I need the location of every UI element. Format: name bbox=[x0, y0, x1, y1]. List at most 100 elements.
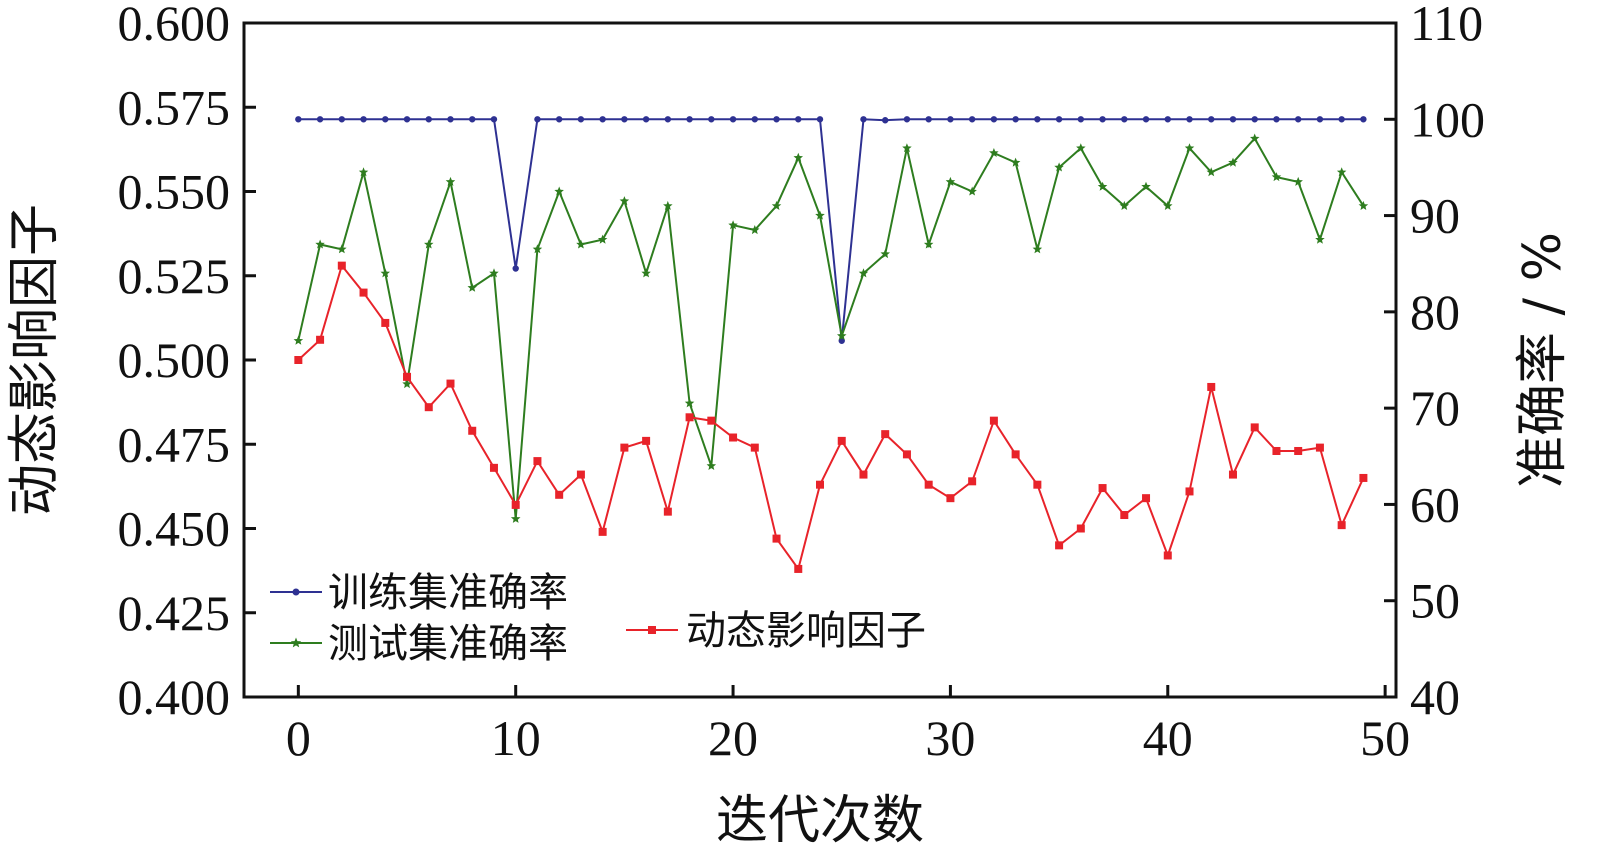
data-point bbox=[555, 116, 563, 123]
data-point bbox=[1184, 143, 1195, 153]
data-point bbox=[468, 426, 477, 435]
legend-label-dynamic-factor: 动态影响因子 bbox=[686, 608, 926, 654]
data-point bbox=[902, 143, 912, 153]
data-point bbox=[1293, 176, 1303, 186]
data-point bbox=[1315, 234, 1325, 244]
left-y-axis-title: 动态影响因子 bbox=[5, 204, 65, 516]
data-point bbox=[706, 460, 717, 470]
right-y-tick-label: 60 bbox=[1410, 476, 1460, 532]
left-y-tick-label: 0.575 bbox=[118, 79, 231, 135]
data-point bbox=[793, 152, 803, 162]
data-point bbox=[597, 234, 608, 244]
data-point bbox=[751, 116, 758, 123]
data-point bbox=[1076, 143, 1086, 153]
data-point bbox=[729, 433, 738, 442]
data-point bbox=[554, 186, 564, 196]
data-point bbox=[381, 318, 390, 327]
series-dynamic-factor bbox=[294, 261, 1368, 573]
data-point bbox=[337, 261, 346, 270]
data-point bbox=[1208, 116, 1215, 123]
right-y-axis-title: 准确率 / % bbox=[1513, 232, 1573, 488]
data-point bbox=[295, 116, 302, 123]
data-point bbox=[945, 176, 956, 186]
data-point bbox=[1271, 172, 1282, 182]
data-point bbox=[1206, 167, 1216, 177]
data-point bbox=[686, 116, 693, 123]
data-point bbox=[1011, 450, 1020, 459]
data-point bbox=[489, 268, 499, 278]
data-point bbox=[620, 443, 629, 452]
data-point bbox=[1250, 133, 1260, 143]
left-y-tick-label: 0.600 bbox=[118, 0, 231, 51]
data-point bbox=[1163, 551, 1172, 560]
left-y-tick-label: 0.550 bbox=[118, 164, 231, 220]
data-point bbox=[533, 457, 542, 466]
series-line-dynamic-factor bbox=[297, 263, 1365, 572]
x-tick-label: 30 bbox=[925, 710, 975, 766]
series-line-train-accuracy bbox=[298, 118, 1364, 341]
data-point bbox=[860, 116, 867, 123]
data-point bbox=[293, 335, 304, 345]
legend-marker-train-accuracy bbox=[292, 588, 300, 596]
data-point bbox=[729, 116, 737, 123]
data-point bbox=[641, 268, 651, 278]
legend-label-test-accuracy: 测试集准确率 bbox=[328, 621, 568, 667]
data-point bbox=[1097, 181, 1108, 191]
right-y-tick-label: 40 bbox=[1410, 669, 1460, 725]
data-point bbox=[380, 268, 390, 278]
legend-item-train-accuracy: 训练集准确率 bbox=[270, 570, 568, 616]
data-point bbox=[947, 116, 954, 123]
data-point bbox=[990, 116, 998, 123]
data-point bbox=[1033, 480, 1042, 489]
legend-marker-dynamic-factor bbox=[648, 626, 656, 634]
tick-layer: 0 10 20 30 40 500.4000.4250.4500.4750.5000.52… bbox=[118, 0, 1486, 766]
data-point bbox=[1336, 167, 1347, 177]
data-point bbox=[923, 239, 934, 249]
data-point bbox=[1359, 473, 1368, 482]
data-point bbox=[315, 239, 325, 249]
data-point bbox=[534, 116, 541, 123]
data-point bbox=[446, 379, 455, 388]
data-point bbox=[664, 116, 672, 123]
x-tick-label: 0 bbox=[286, 710, 311, 766]
x-axis-title: 迭代次数 bbox=[716, 791, 924, 851]
data-point bbox=[771, 200, 782, 210]
data-point bbox=[1294, 446, 1303, 455]
data-point bbox=[946, 494, 955, 503]
data-point bbox=[1294, 116, 1302, 123]
right-y-tick-label: 90 bbox=[1410, 188, 1460, 244]
data-point bbox=[838, 337, 845, 344]
data-point bbox=[1251, 116, 1258, 123]
right-y-tick-label: 50 bbox=[1410, 573, 1460, 629]
data-point bbox=[382, 116, 389, 123]
data-point bbox=[1164, 116, 1171, 123]
data-point bbox=[663, 507, 672, 516]
data-point bbox=[1316, 116, 1324, 123]
x-tick-label: 40 bbox=[1143, 710, 1193, 766]
data-point bbox=[882, 117, 889, 124]
data-point bbox=[816, 480, 824, 489]
data-point bbox=[728, 220, 738, 230]
data-point bbox=[772, 534, 781, 543]
data-point bbox=[403, 372, 412, 381]
data-point bbox=[316, 116, 324, 123]
data-point bbox=[1119, 200, 1130, 210]
data-point bbox=[621, 116, 628, 123]
data-point bbox=[795, 116, 802, 123]
data-point bbox=[1337, 521, 1346, 530]
legend-label-train-accuracy: 训练集准确率 bbox=[328, 570, 568, 616]
data-point bbox=[880, 249, 890, 259]
data-point bbox=[773, 116, 780, 123]
data-point bbox=[337, 244, 347, 254]
data-point bbox=[576, 470, 585, 479]
data-point bbox=[1121, 116, 1128, 123]
legend-marker-test-accuracy bbox=[290, 637, 302, 648]
x-tick-label: 10 bbox=[491, 710, 541, 766]
legend-item-test-accuracy: 测试集准确率 bbox=[270, 621, 568, 667]
data-point bbox=[989, 416, 998, 425]
data-point bbox=[424, 403, 433, 412]
data-point bbox=[576, 239, 586, 249]
data-point bbox=[424, 239, 434, 249]
series-train-accuracy bbox=[295, 116, 1367, 344]
